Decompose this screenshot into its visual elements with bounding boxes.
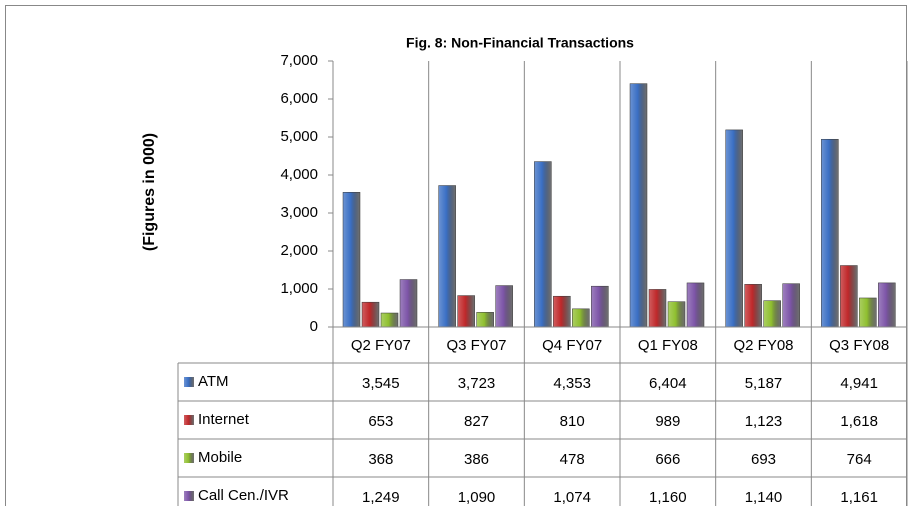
- x-tick-label: Q1 FY08: [638, 337, 698, 354]
- table-value: 810: [560, 413, 585, 430]
- y-tick-label: 3,000: [280, 204, 318, 221]
- bar: [591, 285, 609, 328]
- table-value: 989: [655, 413, 680, 430]
- table-value: 6,404: [649, 375, 687, 392]
- bar: [629, 83, 648, 328]
- table-value: 4,353: [553, 375, 591, 392]
- bar: [667, 301, 686, 328]
- bar: [648, 289, 667, 328]
- table-value: 1,123: [745, 413, 783, 430]
- bar: [476, 312, 494, 328]
- bar: [399, 279, 418, 328]
- bar: [495, 285, 513, 328]
- table-value: 478: [560, 451, 585, 468]
- legend-swatch: [184, 377, 194, 387]
- legend-label: ATM: [198, 373, 229, 390]
- y-axis-label: (Figures in 000): [141, 133, 158, 251]
- table-value: 693: [751, 451, 776, 468]
- table-value: 386: [464, 451, 489, 468]
- bar: [342, 192, 361, 328]
- x-tick-label: Q3 FY07: [446, 337, 506, 354]
- table-value: 5,187: [745, 375, 783, 392]
- table-value: 1,160: [649, 489, 687, 506]
- table-value: 1,618: [840, 413, 878, 430]
- bar: [725, 129, 743, 328]
- y-tick-label: 1,000: [280, 280, 318, 297]
- bar: [553, 295, 571, 328]
- table-value: 1,249: [362, 489, 400, 506]
- y-tick-label: 6,000: [280, 90, 318, 107]
- bar: [763, 300, 781, 328]
- bar: [534, 161, 552, 328]
- table-value: 1,090: [458, 489, 496, 506]
- bar: [840, 265, 858, 328]
- table-value: 764: [847, 451, 872, 468]
- table-value: 4,941: [840, 375, 878, 392]
- bar: [859, 297, 877, 328]
- legend-swatch: [184, 491, 194, 501]
- chart-title: Fig. 8: Non-Financial Transactions: [406, 35, 634, 51]
- table-value: 666: [655, 451, 680, 468]
- x-tick-label: Q2 FY08: [733, 337, 793, 354]
- x-tick-label: Q2 FY07: [351, 337, 411, 354]
- bar: [361, 301, 380, 328]
- table-value: 3,723: [458, 375, 496, 392]
- table-value: 1,140: [745, 489, 783, 506]
- table-value: 368: [368, 451, 393, 468]
- bar: [457, 295, 475, 328]
- table-value: 653: [368, 413, 393, 430]
- x-tick-label: Q4 FY07: [542, 337, 602, 354]
- bar: [744, 284, 762, 328]
- bar: [878, 282, 896, 328]
- bar: [572, 308, 590, 328]
- x-tick-label: Q3 FY08: [829, 337, 889, 354]
- table-value: 1,074: [553, 489, 591, 506]
- y-tick-label: 2,000: [280, 242, 318, 259]
- legend-label: Call Cen./IVR: [198, 487, 289, 504]
- table-value: 827: [464, 413, 489, 430]
- y-tick-label: 5,000: [280, 128, 318, 145]
- y-tick-label: 0: [310, 318, 318, 335]
- bar: [438, 185, 456, 328]
- legend-swatch: [184, 415, 194, 425]
- table-value: 3,545: [362, 375, 400, 392]
- bar: [821, 138, 839, 328]
- table-value: 1,161: [840, 489, 878, 506]
- legend-label: Mobile: [198, 449, 242, 466]
- legend-label: Internet: [198, 411, 250, 428]
- bar: [782, 283, 800, 328]
- y-tick-label: 4,000: [280, 166, 318, 183]
- y-tick-label: 7,000: [280, 52, 318, 69]
- bar: [686, 282, 705, 328]
- legend-swatch: [184, 453, 194, 463]
- chart-border: [5, 5, 907, 506]
- bar: [380, 312, 399, 328]
